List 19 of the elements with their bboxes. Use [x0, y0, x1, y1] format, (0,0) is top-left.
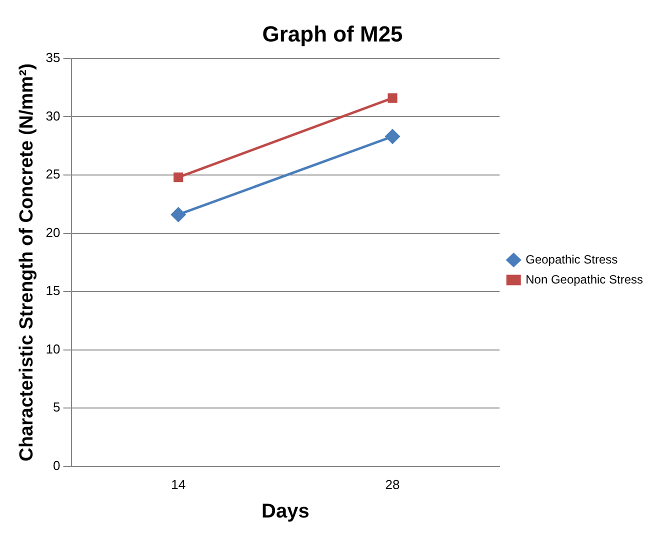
y-tick-label: 5	[53, 400, 60, 415]
x-tick-label: 14	[171, 476, 186, 492]
y-tick-label: 30	[46, 108, 60, 124]
point	[385, 129, 400, 144]
y-tick-label: 15	[46, 283, 60, 298]
y-tick-label: 10	[46, 341, 60, 356]
chart-title: Graph of M25	[262, 21, 403, 46]
y-tick-label: 0	[53, 458, 60, 473]
y-tick-label: 25	[46, 166, 60, 182]
point	[388, 93, 398, 103]
y-tick-label: 20	[46, 224, 60, 240]
y-tick-label: 35	[46, 50, 60, 65]
x-tick-label: 28	[385, 476, 400, 492]
point	[171, 207, 186, 222]
y-axis-title: Characteristic Strength of Concrete (N/mm²)	[16, 63, 38, 462]
legend-label: Non Geopathic Stress	[526, 272, 644, 286]
legend-label: Geopathic Stress	[526, 252, 618, 266]
x-axis-title: Days	[262, 500, 310, 523]
point	[174, 172, 184, 182]
